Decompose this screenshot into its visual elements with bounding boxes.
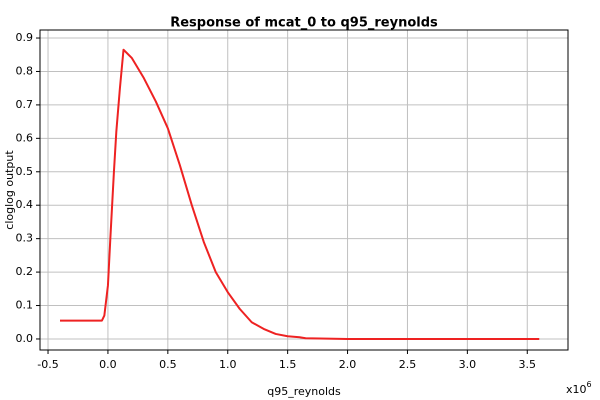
x-axis-label: q95_reynolds (267, 385, 341, 398)
chart-title: Response of mcat_0 to q95_reynolds (170, 16, 438, 31)
x-tick-label: 2.5 (399, 358, 417, 371)
x-tick-label: 2.0 (339, 358, 357, 371)
y-axis-label: cloglog output (3, 150, 16, 230)
y-tick-label: 0.2 (16, 265, 34, 278)
x-scale-label: x106 (566, 380, 592, 397)
x-tick-label: 3.0 (459, 358, 477, 371)
y-tick-label: 0.7 (16, 98, 34, 111)
y-tick-label: 0.9 (16, 31, 34, 44)
x-tick-label: -0.5 (37, 358, 58, 371)
x-tick-label: 1.0 (219, 358, 237, 371)
plot-frame (39, 29, 569, 351)
y-tick-label: 0.0 (16, 332, 34, 345)
y-tick-label: 0.8 (16, 64, 34, 77)
y-tick-label: 0.1 (16, 299, 34, 312)
x-tick-label: 3.5 (519, 358, 537, 371)
x-tick-label: 0.5 (159, 358, 177, 371)
x-scale-exponent: 6 (587, 380, 592, 389)
line-series (60, 48, 540, 340)
y-tick-label: 0.4 (16, 198, 34, 211)
y-tick-label: 0.5 (16, 165, 34, 178)
x-scale-base: x10 (566, 383, 587, 396)
y-tick-label: 0.3 (16, 232, 34, 245)
x-tick-label: 1.5 (279, 358, 297, 371)
y-tick-label: 0.6 (16, 131, 34, 144)
x-tick-label: 0.0 (99, 358, 117, 371)
